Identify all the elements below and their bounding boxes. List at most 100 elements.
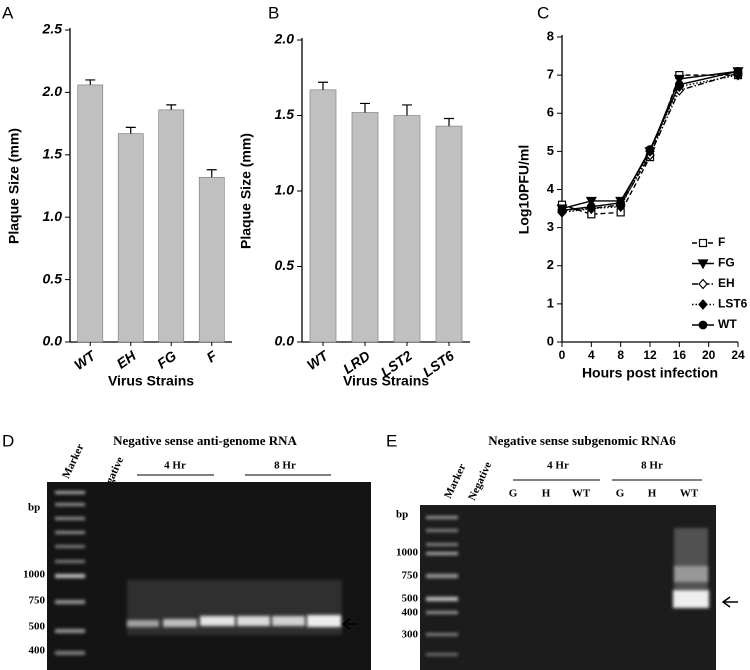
legend-label: EH [718, 276, 735, 290]
x-tick-label: 4 [588, 348, 595, 362]
x-tick-label: EH [113, 347, 139, 372]
series-line [561, 74, 738, 215]
x-axis-label: Virus Strains [108, 373, 194, 389]
ladder-label: 750 [402, 570, 419, 582]
y-tick-label: 0.0 [275, 333, 295, 349]
y-tick-label: 2.0 [274, 31, 295, 47]
y-axis-label: Plaque Size (mm) [238, 133, 254, 249]
y-tick-label: 3 [547, 219, 554, 234]
group-label: 8 Hr [641, 460, 663, 472]
marker [645, 145, 655, 154]
y-tick-label: 1.5 [275, 106, 295, 122]
marker [557, 206, 567, 215]
y-tick-label: 1.0 [43, 208, 63, 224]
bar [117, 133, 144, 343]
bar [77, 84, 104, 343]
marker [698, 299, 708, 310]
arrow [721, 596, 738, 608]
bar [158, 109, 185, 343]
bar [198, 176, 225, 343]
marker [698, 278, 708, 290]
lane-label: G [509, 488, 518, 500]
ladder-label: 1000 [396, 547, 419, 559]
panel-label: C [537, 3, 549, 22]
y-tick-label: 0 [547, 333, 554, 348]
gel-image [420, 505, 716, 670]
panel-label: E [386, 431, 397, 450]
y-tick-label: 4 [547, 181, 555, 196]
y-tick-label: 2 [547, 257, 554, 272]
lane-label: H [648, 488, 657, 500]
y-axis-label: Log10PFU/ml [516, 145, 532, 234]
ladder-unit: bp [28, 502, 40, 514]
panel-label: A [2, 3, 14, 22]
legend-label: WT [718, 317, 737, 331]
error-bar [85, 79, 96, 85]
lane-label: H [542, 488, 551, 500]
y-tick-label: 8 [547, 28, 554, 43]
y-tick-label: 1.5 [43, 146, 63, 162]
marker [698, 320, 708, 330]
legend-label: F [718, 235, 725, 249]
series-line [561, 72, 739, 212]
lane-label: WT [572, 488, 591, 500]
gel-image [47, 482, 371, 670]
bar [309, 89, 337, 343]
bar [435, 125, 463, 343]
y-tick-label: 7 [547, 67, 554, 82]
error-bar [206, 169, 217, 178]
error-bar [318, 81, 328, 90]
marker [585, 196, 597, 207]
y-tick-label: 5 [547, 143, 554, 158]
ladder-label: 400 [29, 645, 46, 657]
x-tick-label: 16 [673, 348, 687, 362]
y-tick-label: 2.0 [42, 83, 63, 99]
arrow [341, 618, 358, 630]
marker [673, 74, 685, 85]
group-label: 4 Hr [164, 460, 186, 472]
y-tick-label: 1 [547, 295, 554, 310]
marker [616, 198, 626, 208]
lane-label: G [616, 488, 625, 500]
ladder-label: 1000 [23, 569, 46, 581]
x-axis-label: Hours post infection [582, 365, 718, 381]
lane-label: Marker [60, 442, 86, 480]
series-line [561, 74, 739, 214]
ladder-label: 500 [402, 593, 419, 605]
group-label: 4 Hr [547, 460, 569, 472]
panel-label: B [268, 3, 279, 22]
x-tick-label: WT [304, 347, 332, 373]
x-axis-label: Virus Strains [343, 373, 429, 389]
error-bar [360, 102, 370, 113]
y-axis-label: Plaque Size (mm) [6, 128, 22, 244]
error-bar [125, 126, 136, 134]
x-tick-label: 8 [617, 348, 624, 362]
ladder-label: 400 [402, 607, 419, 619]
lane-label: Negative [466, 460, 494, 502]
x-tick-label: F [203, 347, 220, 365]
lane-label: Marker [442, 462, 468, 500]
lane-label: WT [680, 488, 699, 500]
panel-label: D [2, 431, 14, 450]
bar [393, 115, 421, 343]
ladder-label: 500 [29, 621, 46, 633]
y-tick-label: 2.5 [42, 21, 63, 37]
x-tick-label: 0 [559, 348, 566, 362]
group-label: 8 Hr [274, 460, 296, 472]
bar [351, 112, 379, 343]
y-tick-label: 0.5 [43, 270, 63, 286]
y-tick-label: 6 [547, 105, 554, 120]
error-bar [402, 104, 412, 116]
ladder-unit: bp [396, 509, 408, 521]
series-line [561, 70, 739, 212]
marker [698, 238, 708, 248]
y-tick-label: 0.5 [275, 257, 295, 273]
x-tick-label: LST6 [420, 347, 457, 380]
marker [733, 66, 743, 76]
gel-title: Negative sense subgenomic RNA6 [488, 433, 676, 448]
x-tick-label: FG [154, 347, 179, 371]
y-tick-label: 1.0 [275, 182, 295, 198]
x-tick-label: 20 [702, 348, 716, 362]
gel-title: Negative sense anti-genome RNA [113, 433, 297, 448]
